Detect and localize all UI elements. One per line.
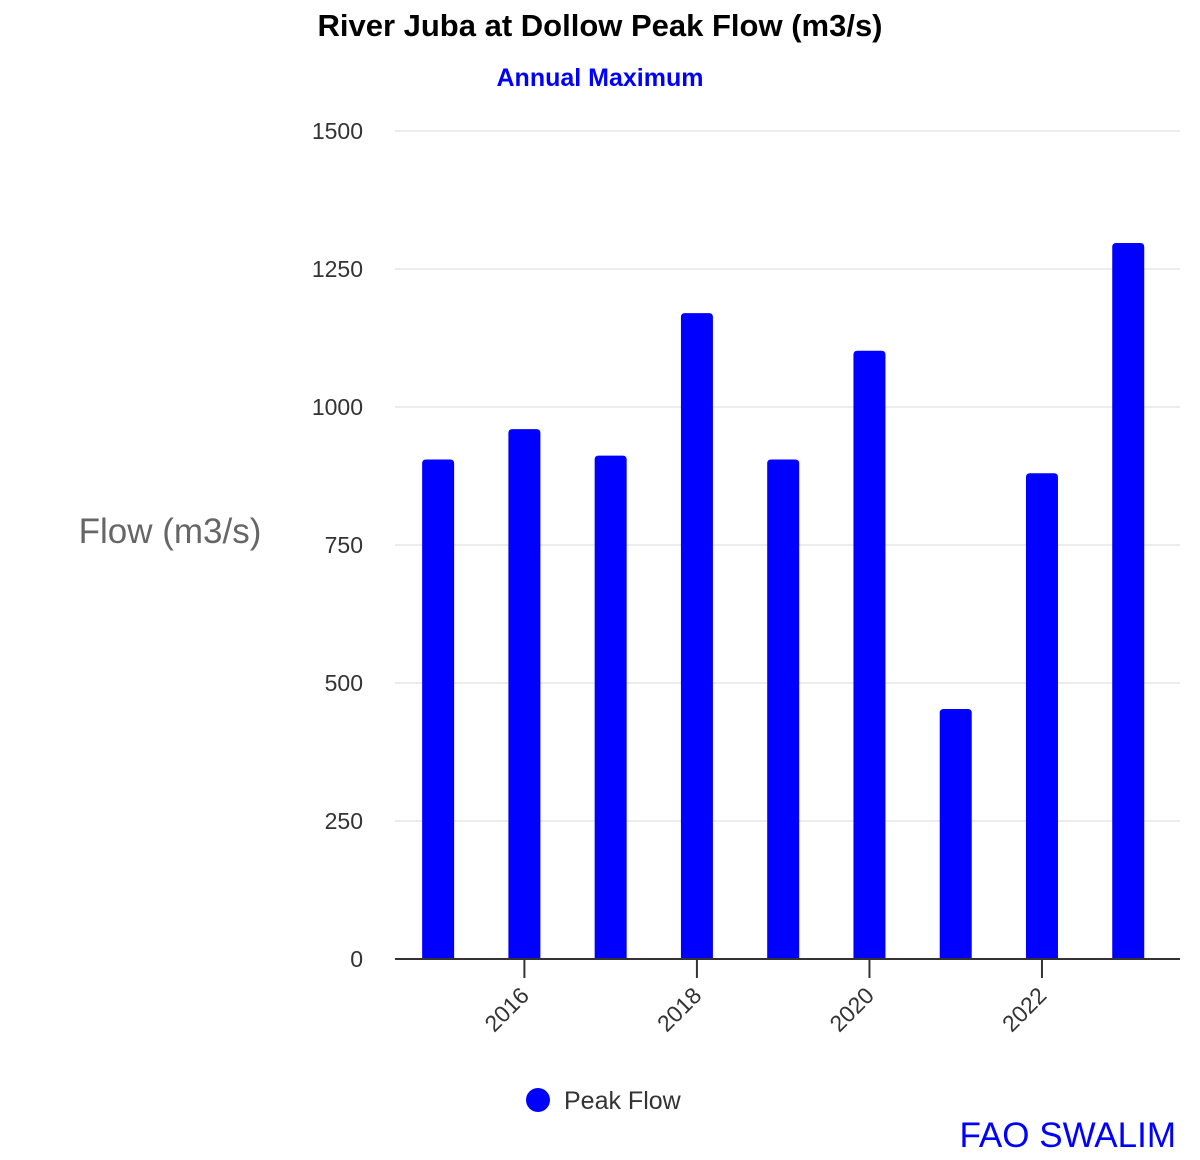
y-tick-label: 1500	[312, 118, 363, 144]
credit-label: FAO SWALIM	[959, 1116, 1176, 1155]
chart-subtitle: Annual Maximum	[496, 64, 704, 92]
x-tick-label: 2022	[997, 982, 1052, 1037]
y-tick-label: 1000	[312, 394, 363, 420]
bar-2022	[1025, 473, 1058, 959]
tick-labels: 0 250 500 750 1000 1250 1500 2016 2018 2020 2022 Fl…	[79, 118, 1052, 1037]
bar-2018	[680, 313, 713, 959]
bar-2016	[508, 429, 541, 960]
x-tick-label: 2020	[824, 982, 879, 1037]
chart-title: River Juba at Dollow Peak Flow (m3/s)	[317, 8, 883, 43]
x-tick-label: 2018	[652, 982, 707, 1037]
y-axis-title: Flow (m3/s)	[79, 512, 262, 551]
y-tick-label: 500	[325, 670, 363, 696]
x-tick-label: 2016	[479, 982, 534, 1037]
axes	[395, 958, 1180, 978]
legend-marker	[526, 1088, 550, 1112]
y-tick-label: 750	[325, 532, 363, 558]
bar-2015	[422, 459, 455, 959]
bar-2020	[853, 350, 886, 959]
bar-2021	[939, 708, 972, 959]
legend-label: Peak Flow	[564, 1087, 682, 1115]
y-tick-label: 1250	[312, 256, 363, 282]
y-tick-label: 0	[350, 946, 363, 972]
bar-2019	[767, 459, 800, 959]
bar-2017	[594, 455, 627, 959]
y-tick-label: 250	[325, 808, 363, 834]
legend: Peak Flow	[526, 1087, 682, 1115]
bar-series	[422, 243, 1145, 960]
bar-2023	[1112, 243, 1145, 959]
